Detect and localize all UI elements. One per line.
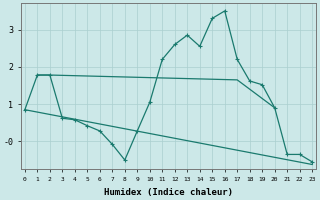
X-axis label: Humidex (Indice chaleur): Humidex (Indice chaleur) bbox=[104, 188, 233, 197]
